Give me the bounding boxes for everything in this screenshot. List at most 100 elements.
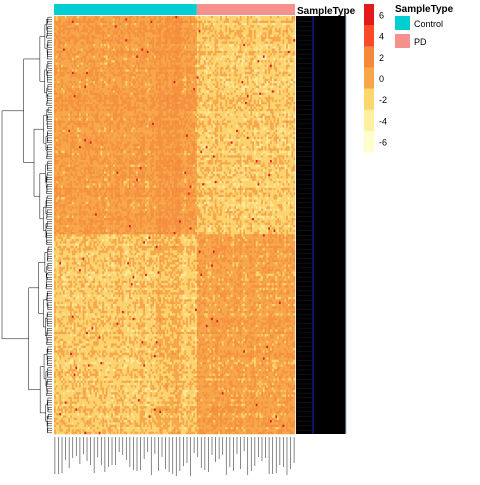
heatmap-cell bbox=[86, 65, 88, 68]
heatmap-cell bbox=[186, 42, 188, 45]
heatmap-cell bbox=[274, 37, 276, 40]
heatmap-cell bbox=[290, 30, 292, 33]
heatmap-cell bbox=[83, 18, 85, 21]
heatmap-cell bbox=[84, 86, 86, 89]
heatmap-cell bbox=[233, 44, 235, 47]
heatmap-cell bbox=[65, 81, 67, 84]
heatmap-cell bbox=[250, 25, 252, 28]
heatmap-cell bbox=[288, 72, 290, 75]
heatmap-cell bbox=[134, 93, 136, 96]
heatmap-cell bbox=[152, 88, 154, 91]
dendrogram-branch bbox=[47, 431, 52, 433]
heatmap-cell bbox=[125, 67, 127, 70]
heatmap-cell bbox=[233, 79, 235, 82]
heatmap-cell bbox=[159, 46, 161, 49]
heatmap-cell bbox=[125, 86, 127, 89]
heatmap-cell bbox=[131, 25, 133, 28]
heatmap-cell bbox=[241, 69, 243, 72]
heatmap-cell bbox=[181, 42, 183, 45]
dendrogram-branch bbox=[47, 352, 52, 354]
heatmap-cell bbox=[252, 72, 254, 75]
heatmap-cell bbox=[72, 35, 74, 38]
heatmap-cell bbox=[256, 62, 258, 65]
heatmap-cell bbox=[118, 60, 120, 63]
heatmap-cell bbox=[193, 93, 195, 96]
heatmap-cell bbox=[175, 51, 177, 54]
heatmap-cell bbox=[168, 18, 170, 21]
heatmap-cell bbox=[131, 86, 133, 89]
heatmap-cell bbox=[147, 76, 149, 79]
heatmap-cell bbox=[272, 67, 274, 70]
heatmap-cell bbox=[222, 21, 224, 24]
heatmap-cell bbox=[233, 83, 235, 86]
heatmap-cell bbox=[206, 90, 208, 93]
heatmap-cell bbox=[270, 25, 272, 28]
heatmap-cell bbox=[74, 39, 76, 42]
heatmap-cell bbox=[166, 39, 168, 42]
heatmap-cell bbox=[227, 30, 229, 33]
heatmap-cell bbox=[106, 49, 108, 52]
heatmap-cell bbox=[284, 18, 286, 21]
heatmap-cell bbox=[65, 83, 67, 86]
heatmap-cell bbox=[166, 76, 168, 79]
heatmap-cell bbox=[179, 51, 181, 54]
heatmap-cell bbox=[241, 21, 243, 24]
heatmap-cell bbox=[177, 97, 179, 100]
heatmap-cell bbox=[208, 53, 210, 56]
heatmap-cell bbox=[191, 69, 193, 72]
heatmap-cell bbox=[65, 72, 67, 75]
heatmap-cell bbox=[261, 32, 263, 35]
heatmap-cell bbox=[243, 69, 245, 72]
heatmap-cell bbox=[154, 53, 156, 56]
heatmap-cell bbox=[159, 44, 161, 47]
heatmap-cell bbox=[211, 23, 213, 26]
heatmap-cell bbox=[277, 88, 279, 91]
heatmap-cell bbox=[106, 97, 108, 100]
heatmap-cell bbox=[238, 53, 240, 56]
heatmap-cell bbox=[152, 60, 154, 63]
heatmap-cell bbox=[284, 49, 286, 52]
heatmap-cell bbox=[204, 74, 206, 77]
heatmap-cell bbox=[293, 72, 295, 75]
heatmap-cell bbox=[225, 18, 227, 21]
heatmap-cell bbox=[122, 53, 124, 56]
heatmap-cell bbox=[177, 86, 179, 89]
heatmap-cell bbox=[93, 62, 95, 65]
heatmap-cell bbox=[258, 86, 260, 89]
heatmap-cell bbox=[195, 60, 197, 63]
heatmap-cell bbox=[195, 44, 197, 47]
heatmap-cell bbox=[81, 74, 83, 77]
heatmap-cell bbox=[154, 74, 156, 77]
heatmap-cell bbox=[243, 21, 245, 24]
heatmap-cell bbox=[266, 74, 268, 77]
heatmap-cell bbox=[93, 83, 95, 86]
heatmap-cell bbox=[241, 58, 243, 61]
heatmap-cell bbox=[188, 81, 190, 84]
heatmap-cell bbox=[211, 81, 213, 84]
heatmap-cell bbox=[250, 39, 252, 42]
heatmap-cell bbox=[77, 51, 79, 54]
heatmap-cell bbox=[224, 53, 226, 56]
dendrogram-branch bbox=[47, 180, 52, 182]
heatmap-cell bbox=[125, 53, 127, 56]
heatmap-cell bbox=[268, 76, 270, 79]
heatmap-cell bbox=[277, 46, 279, 49]
heatmap-cell bbox=[227, 67, 229, 70]
heatmap-cell bbox=[204, 16, 206, 19]
heatmap-cell bbox=[183, 69, 185, 72]
heatmap-cell bbox=[293, 28, 295, 31]
heatmap-cell bbox=[141, 55, 143, 58]
heatmap-cell bbox=[149, 72, 151, 75]
heatmap-cell bbox=[233, 39, 235, 42]
heatmap-cell bbox=[266, 35, 268, 38]
heatmap-cell bbox=[163, 32, 165, 35]
heatmap-cell bbox=[238, 76, 240, 79]
heatmap-cell bbox=[72, 67, 74, 70]
heatmap-cell bbox=[183, 39, 185, 42]
heatmap-cell bbox=[81, 42, 83, 45]
heatmap-cell bbox=[108, 49, 110, 52]
heatmap-cell bbox=[97, 51, 99, 54]
heatmap-cell bbox=[54, 81, 56, 84]
heatmap-cell bbox=[197, 39, 199, 42]
heatmap-cell bbox=[197, 23, 199, 26]
